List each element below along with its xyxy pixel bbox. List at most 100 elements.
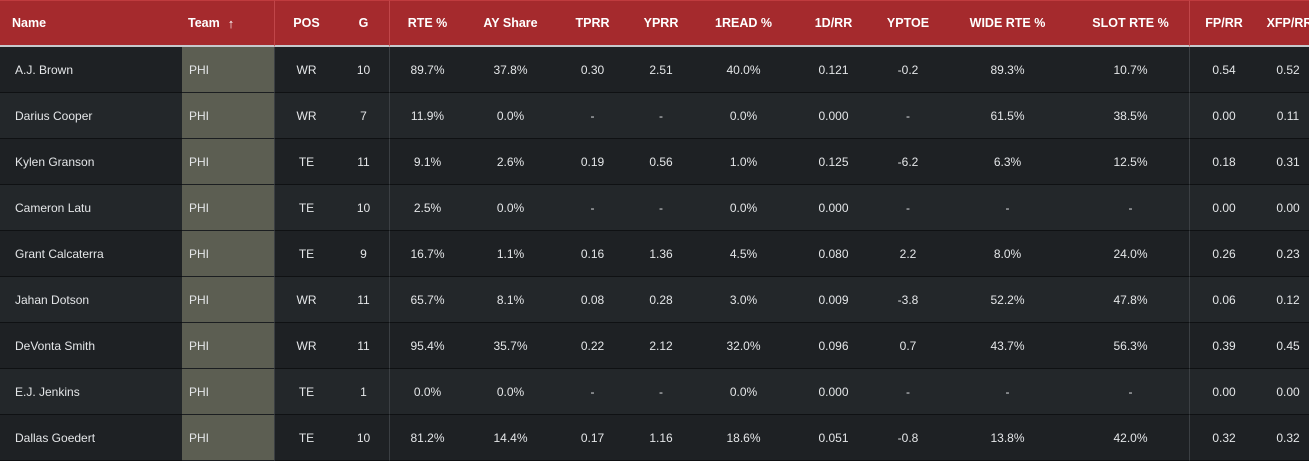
cell-yptoe: -6.2 [873, 139, 943, 185]
cell-yprr: - [629, 369, 693, 415]
cell-onedrr: 0.000 [794, 93, 873, 139]
cell-pos: TE [275, 231, 338, 277]
cell-fprr: 0.18 [1190, 139, 1258, 185]
column-header-onedrr[interactable]: 1D/RR [794, 0, 873, 47]
cell-team: PHI [182, 139, 275, 185]
cell-onedrr: 0.000 [794, 185, 873, 231]
cell-ay-share: 1.1% [465, 231, 556, 277]
cell-oneread: 4.5% [693, 231, 794, 277]
cell-yptoe: 0.7 [873, 323, 943, 369]
column-header-wide-rte[interactable]: WIDE RTE % [943, 0, 1072, 47]
column-header-label: AY Share [483, 16, 538, 30]
cell-rte: 0.0% [390, 369, 465, 415]
cell-wide-rte: 8.0% [943, 231, 1072, 277]
cell-yptoe: -0.8 [873, 415, 943, 461]
cell-name[interactable]: Dallas Goedert [0, 415, 182, 461]
cell-oneread: 0.0% [693, 369, 794, 415]
cell-fprr: 0.54 [1190, 47, 1258, 93]
cell-team: PHI [182, 415, 275, 461]
cell-wide-rte: 61.5% [943, 93, 1072, 139]
column-header-name[interactable]: Name [0, 0, 182, 47]
column-header-ay-share[interactable]: AY Share [465, 0, 556, 47]
cell-team: PHI [182, 47, 275, 93]
column-header-yprr[interactable]: YPRR [629, 0, 693, 47]
cell-oneread: 1.0% [693, 139, 794, 185]
cell-name[interactable]: Cameron Latu [0, 185, 182, 231]
sort-ascending-arrow-up-icon[interactable]: ↑ [227, 15, 235, 31]
cell-name[interactable]: A.J. Brown [0, 47, 182, 93]
cell-wide-rte: - [943, 369, 1072, 415]
cell-name[interactable]: Kylen Granson [0, 139, 182, 185]
cell-yprr: 1.36 [629, 231, 693, 277]
cell-team: PHI [182, 231, 275, 277]
column-header-tprr[interactable]: TPRR [556, 0, 629, 47]
column-header-label: FP/RR [1205, 16, 1243, 30]
column-header-g[interactable]: G [338, 0, 390, 47]
cell-pos: WR [275, 323, 338, 369]
cell-ay-share: 14.4% [465, 415, 556, 461]
column-header-yptoe[interactable]: YPTOE [873, 0, 943, 47]
column-header-label: 1D/RR [814, 16, 853, 30]
cell-rte: 65.7% [390, 277, 465, 323]
column-header-label: SLOT RTE % [1092, 16, 1169, 30]
cell-yptoe: -0.2 [873, 47, 943, 93]
cell-fprr: 0.00 [1190, 93, 1258, 139]
column-header-label: Name [12, 16, 47, 30]
column-header-rte[interactable]: RTE % [390, 0, 465, 47]
cell-rte: 11.9% [390, 93, 465, 139]
column-header-pos[interactable]: POS [275, 0, 338, 47]
cell-wide-rte: 6.3% [943, 139, 1072, 185]
cell-oneread: 0.0% [693, 185, 794, 231]
cell-slot-rte: - [1072, 185, 1190, 231]
cell-wide-rte: 43.7% [943, 323, 1072, 369]
cell-name[interactable]: Grant Calcaterra [0, 231, 182, 277]
cell-ay-share: 0.0% [465, 185, 556, 231]
cell-fprr: 0.00 [1190, 369, 1258, 415]
cell-name[interactable]: Darius Cooper [0, 93, 182, 139]
cell-g: 10 [338, 415, 390, 461]
cell-name[interactable]: DeVonta Smith [0, 323, 182, 369]
cell-pos: TE [275, 415, 338, 461]
cell-onedrr: 0.080 [794, 231, 873, 277]
column-header-label: YPTOE [886, 16, 930, 30]
cell-slot-rte: 24.0% [1072, 231, 1190, 277]
cell-tprr: 0.19 [556, 139, 629, 185]
cell-fprr: 0.06 [1190, 277, 1258, 323]
column-header-xfprr[interactable]: XFP/RR [1258, 0, 1309, 47]
cell-pos: WR [275, 47, 338, 93]
cell-rte: 81.2% [390, 415, 465, 461]
cell-fprr: 0.39 [1190, 323, 1258, 369]
cell-yprr: 2.51 [629, 47, 693, 93]
cell-xfprr: 0.00 [1258, 369, 1309, 415]
cell-onedrr: 0.096 [794, 323, 873, 369]
column-header-team[interactable]: Team ↑ [182, 0, 275, 47]
column-header-fprr[interactable]: FP/RR [1190, 0, 1258, 47]
column-header-label: G [358, 16, 369, 30]
cell-slot-rte: 38.5% [1072, 93, 1190, 139]
cell-ay-share: 8.1% [465, 277, 556, 323]
cell-onedrr: 0.000 [794, 369, 873, 415]
cell-name[interactable]: E.J. Jenkins [0, 369, 182, 415]
cell-name[interactable]: Jahan Dotson [0, 277, 182, 323]
cell-team: PHI [182, 93, 275, 139]
column-header-label: YPRR [643, 16, 679, 30]
cell-team: PHI [182, 277, 275, 323]
column-header-slot-rte[interactable]: SLOT RTE % [1072, 0, 1190, 47]
cell-oneread: 0.0% [693, 93, 794, 139]
cell-xfprr: 0.12 [1258, 277, 1309, 323]
cell-yprr: 0.28 [629, 277, 693, 323]
cell-yptoe: - [873, 93, 943, 139]
cell-xfprr: 0.23 [1258, 231, 1309, 277]
cell-xfprr: 0.45 [1258, 323, 1309, 369]
cell-xfprr: 0.11 [1258, 93, 1309, 139]
column-header-oneread[interactable]: 1READ % [693, 0, 794, 47]
cell-slot-rte: - [1072, 369, 1190, 415]
column-header-label: POS [293, 16, 320, 30]
cell-yprr: - [629, 185, 693, 231]
cell-g: 10 [338, 185, 390, 231]
cell-ay-share: 0.0% [465, 369, 556, 415]
cell-tprr: 0.30 [556, 47, 629, 93]
cell-pos: WR [275, 277, 338, 323]
cell-slot-rte: 10.7% [1072, 47, 1190, 93]
